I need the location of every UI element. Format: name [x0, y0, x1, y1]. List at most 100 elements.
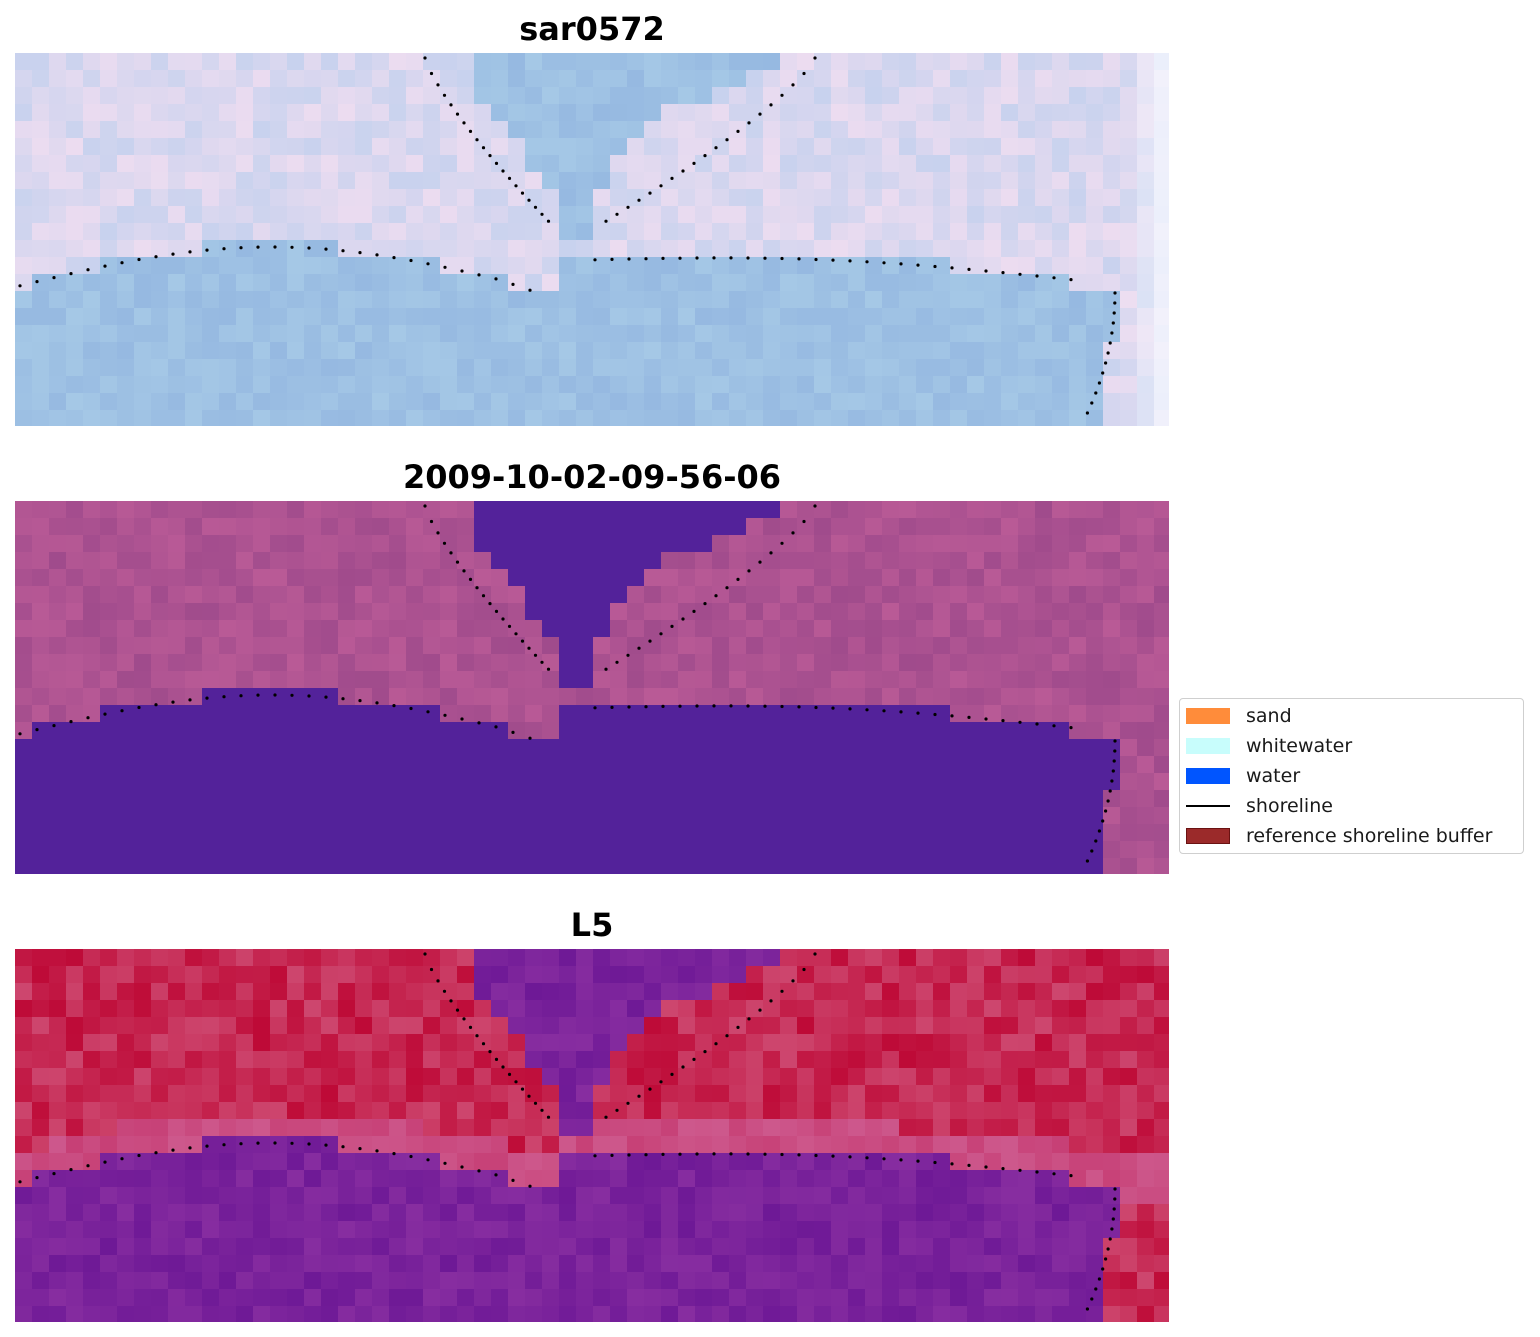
image-pixel	[882, 790, 900, 808]
image-pixel	[542, 1102, 560, 1120]
image-pixel	[406, 1238, 424, 1256]
image-pixel	[253, 1034, 271, 1052]
image-pixel	[712, 671, 730, 689]
image-pixel	[389, 1204, 407, 1222]
image-pixel	[49, 1221, 67, 1239]
image-pixel	[1120, 637, 1138, 655]
image-pixel	[457, 773, 475, 791]
shoreline-dot	[341, 249, 345, 253]
image-pixel	[933, 1221, 951, 1239]
image-pixel	[15, 603, 33, 621]
image-pixel	[1137, 240, 1155, 258]
image-pixel	[882, 274, 900, 292]
image-pixel	[253, 1238, 271, 1256]
image-pixel	[712, 756, 730, 774]
image-pixel	[32, 983, 50, 1001]
image-pixel	[882, 756, 900, 774]
image-pixel	[678, 654, 696, 672]
image-pixel	[814, 688, 832, 706]
image-pixel	[610, 274, 628, 292]
image-pixel	[746, 1119, 764, 1137]
image-pixel	[627, 807, 645, 825]
shoreline-dot	[725, 1034, 729, 1038]
image-pixel	[899, 966, 917, 984]
image-pixel	[253, 1051, 271, 1069]
image-pixel	[644, 1204, 662, 1222]
image-pixel	[797, 291, 815, 309]
image-pixel	[1052, 586, 1070, 604]
image-pixel	[1086, 393, 1104, 411]
shoreline-dot	[899, 262, 903, 266]
image-pixel	[797, 376, 815, 394]
image-pixel	[542, 1000, 560, 1018]
image-pixel	[763, 705, 781, 723]
image-pixel	[457, 966, 475, 984]
image-pixel	[797, 274, 815, 292]
shoreline-dot	[1069, 278, 1073, 282]
image-pixel	[440, 1119, 458, 1137]
image-pixel	[1154, 1289, 1169, 1307]
image-pixel	[304, 501, 322, 519]
image-pixel	[644, 410, 662, 426]
image-pixel	[1069, 308, 1087, 326]
image-pixel	[1001, 790, 1019, 808]
image-pixel	[389, 376, 407, 394]
image-pixel	[899, 223, 917, 241]
image-pixel	[1103, 206, 1121, 224]
shoreline-dot	[746, 1152, 750, 1156]
image-pixel	[49, 518, 67, 536]
image-pixel	[695, 87, 713, 105]
image-pixel	[355, 688, 373, 706]
image-pixel	[797, 1085, 815, 1103]
image-pixel	[304, 53, 322, 71]
image-pixel	[763, 393, 781, 411]
shoreline-dot	[154, 1151, 158, 1155]
image-pixel	[933, 1289, 951, 1307]
image-pixel	[542, 671, 560, 689]
image-pixel	[83, 1170, 101, 1188]
image-pixel	[389, 104, 407, 122]
image-pixel	[15, 189, 33, 207]
image-pixel	[593, 1119, 611, 1137]
image-pixel	[202, 1119, 220, 1137]
image-pixel	[967, 569, 985, 587]
image-pixel	[66, 325, 84, 343]
image-pixel	[1018, 688, 1036, 706]
image-pixel	[576, 104, 594, 122]
image-pixel	[491, 172, 509, 190]
image-pixel	[372, 1153, 390, 1171]
image-pixel	[338, 291, 356, 309]
image-pixel	[100, 756, 118, 774]
image-pixel	[32, 1170, 50, 1188]
image-pixel	[202, 359, 220, 377]
image-pixel	[899, 1204, 917, 1222]
image-pixel	[780, 966, 798, 984]
image-pixel	[627, 1306, 645, 1322]
image-pixel	[355, 1289, 373, 1307]
image-pixel	[1069, 671, 1087, 689]
image-pixel	[763, 1187, 781, 1205]
image-pixel	[491, 1017, 509, 1035]
image-pixel	[729, 1068, 747, 1086]
image-pixel	[49, 1034, 67, 1052]
image-pixel	[950, 155, 968, 173]
image-pixel	[321, 121, 339, 139]
legend-item-water: water	[1186, 763, 1300, 789]
image-pixel	[66, 1238, 84, 1256]
image-pixel	[508, 1170, 526, 1188]
image-pixel	[695, 393, 713, 411]
image-pixel	[763, 983, 781, 1001]
image-pixel	[797, 739, 815, 757]
image-pixel	[253, 274, 271, 292]
image-pixel	[83, 671, 101, 689]
image-pixel	[899, 240, 917, 258]
image-pixel	[678, 359, 696, 377]
image-pixel	[389, 603, 407, 621]
image-pixel	[168, 342, 186, 360]
image-pixel	[440, 1204, 458, 1222]
image-pixel	[1001, 1000, 1019, 1018]
image-pixel	[610, 1119, 628, 1137]
image-pixel	[236, 1272, 254, 1290]
image-pixel	[253, 688, 271, 706]
image-pixel	[406, 240, 424, 258]
